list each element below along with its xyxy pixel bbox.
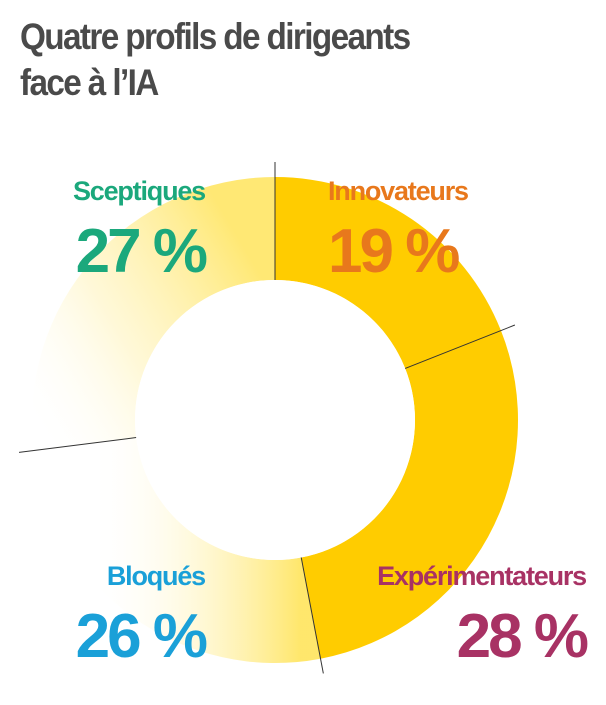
value-sceptiques: 27 % [76,217,207,286]
slice-sceptiques [32,177,276,451]
label-bloques: Bloqués [107,561,205,591]
divider-bloques [300,555,324,674]
slice-experimentateurs [301,330,518,659]
slice-bloques [33,437,321,663]
label-experimentateurs: Expérimentateurs [377,561,586,591]
value-bloques: 26 % [76,602,207,671]
value-innovateurs: 19 % [328,217,459,286]
chart-title-line-1: Quatre profils de dirigeants [20,16,411,57]
value-experimentateurs: 28 % [457,602,588,671]
label-innovateurs: Innovateurs [328,176,468,206]
chart-title: Quatre profils de dirigeants face à l’IA [20,14,533,106]
donut-hole [135,280,415,560]
slice-innovateurs [275,177,501,369]
label-sceptiques: Sceptiques [73,176,205,206]
divider-experimentateurs [403,324,516,370]
divider-sceptiques [18,436,139,453]
chart-title-line-2: face à l’IA [20,62,159,103]
